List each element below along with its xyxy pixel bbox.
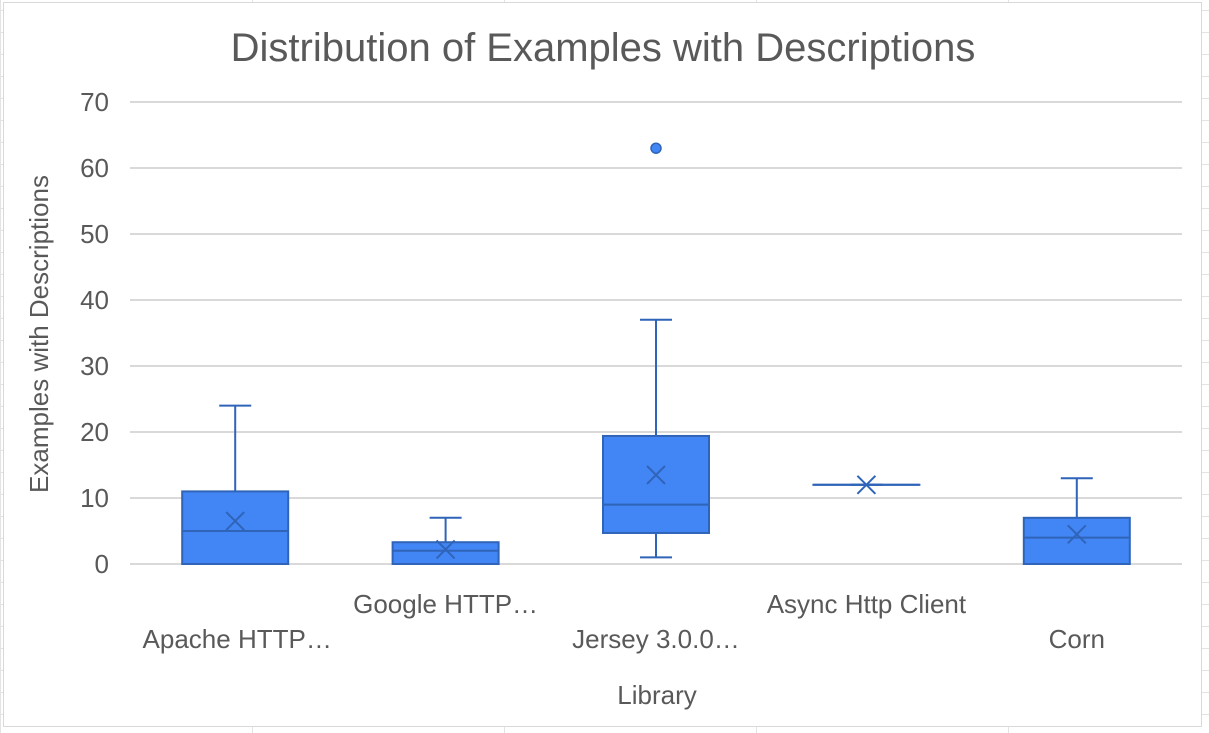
x-category-label: Jersey 3.0.0… xyxy=(572,624,740,654)
outlier-point xyxy=(650,142,662,154)
box-3 xyxy=(812,475,921,495)
y-axis-ticks: 0 10 20 30 40 50 60 70 xyxy=(80,87,109,579)
y-tick-label: 30 xyxy=(80,351,109,381)
iqr-box xyxy=(181,490,290,565)
mean-marker xyxy=(225,511,245,531)
mean-marker xyxy=(646,465,666,485)
iqr-box xyxy=(391,541,500,565)
mean-marker xyxy=(856,475,877,495)
box-2 xyxy=(602,142,710,559)
y-tick-label: 0 xyxy=(95,549,109,579)
y-tick-label: 70 xyxy=(80,87,109,117)
mean-marker xyxy=(1067,524,1087,545)
chart-area[interactable] xyxy=(3,2,1202,727)
x-category-label: Async Http Client xyxy=(767,589,967,619)
chart-title: Distribution of Examples with Descriptio… xyxy=(231,26,976,70)
x-category-label: Apache HTTP… xyxy=(143,624,332,654)
mean-marker xyxy=(435,539,456,560)
y-tick-label: 50 xyxy=(80,219,109,249)
y-tick-label: 20 xyxy=(80,417,109,447)
box-1 xyxy=(391,516,500,565)
y-tick-label: 60 xyxy=(80,153,109,183)
x-category-label: Google HTTP… xyxy=(353,589,538,619)
x-category-label: Corn xyxy=(1049,624,1105,654)
y-axis-title: Examples with Descriptions xyxy=(24,175,54,493)
y-tick-label: 10 xyxy=(80,483,109,513)
x-axis-categories: Apache HTTP… Google HTTP… Jersey 3.0.0… Asy… xyxy=(143,589,1105,654)
box-series xyxy=(181,142,1131,565)
iqr-box xyxy=(1022,516,1131,565)
x-axis-title: Library xyxy=(617,680,696,710)
y-tick-label: 40 xyxy=(80,285,109,315)
box-4 xyxy=(1022,477,1131,565)
iqr-box xyxy=(602,434,710,534)
box-0 xyxy=(181,404,290,565)
